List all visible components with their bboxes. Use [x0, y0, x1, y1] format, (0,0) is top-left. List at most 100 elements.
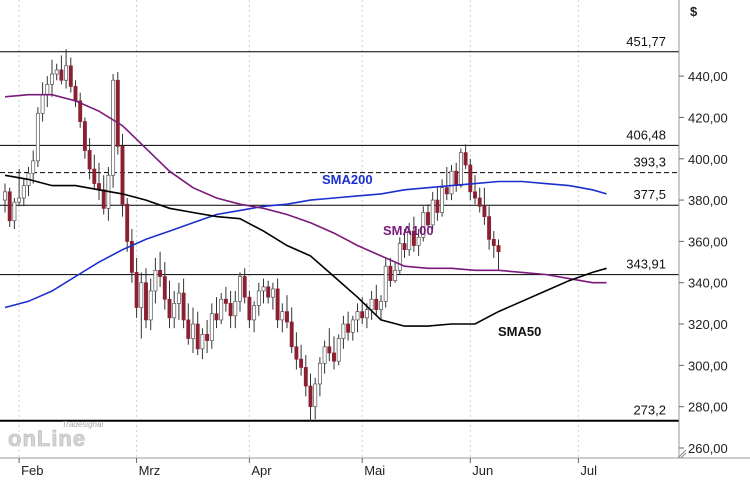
level-lines: 451,77 406,48 393,3 377,5 343,91 273,2	[0, 34, 679, 422]
candle	[50, 59, 54, 97]
candle	[176, 282, 181, 320]
candle	[327, 328, 332, 362]
level-label: 343,91	[626, 257, 666, 272]
candle	[82, 117, 87, 159]
candle	[285, 295, 289, 329]
candle	[73, 80, 78, 108]
candle	[242, 268, 247, 304]
logo-wordmark: onLine	[8, 426, 86, 451]
candle	[491, 231, 496, 258]
candle	[115, 71, 120, 155]
y-tick-label: 300,00	[688, 358, 728, 373]
candle	[191, 307, 195, 353]
candle	[68, 57, 73, 93]
candle	[261, 278, 266, 304]
candle	[266, 280, 271, 304]
sma200-line	[4, 180, 607, 309]
candle	[426, 204, 430, 234]
x-tick-label: Feb	[21, 463, 43, 478]
candle	[355, 303, 360, 333]
candle	[101, 175, 106, 215]
sma200-label: SMA200	[322, 172, 373, 187]
candle	[228, 290, 233, 329]
candle	[64, 49, 69, 89]
candle	[247, 290, 252, 329]
candle	[388, 257, 393, 287]
candle	[322, 340, 327, 374]
y-tick-label: 400,00	[688, 152, 728, 167]
candle	[393, 262, 398, 283]
y-tick-label: 280,00	[688, 400, 728, 415]
candle	[12, 198, 17, 230]
level-label: 273,2	[633, 403, 666, 418]
candle	[421, 206, 426, 242]
candle	[364, 303, 369, 329]
candle	[162, 262, 167, 310]
candle	[144, 268, 148, 329]
candle	[496, 239, 501, 271]
y-tick-label: 380,00	[688, 193, 728, 208]
candle	[313, 377, 318, 420]
candle	[106, 167, 111, 221]
candle	[440, 179, 445, 217]
candle	[111, 74, 116, 188]
moving-averages	[4, 93, 607, 327]
candle	[3, 183, 7, 213]
sma100-line	[4, 93, 607, 284]
candle	[332, 336, 336, 370]
candle	[214, 297, 219, 329]
level-label: 393,3	[633, 155, 666, 170]
level-label: 451,77	[626, 34, 666, 49]
candle	[134, 257, 139, 318]
candle	[172, 290, 177, 329]
candle	[129, 229, 134, 283]
candle	[158, 251, 163, 287]
candle	[383, 257, 388, 308]
candle	[209, 303, 214, 349]
y-tick-label: 340,00	[688, 276, 728, 291]
candle	[195, 311, 200, 356]
x-tick-label: Mai	[364, 463, 385, 478]
candle	[477, 187, 482, 213]
candle	[200, 328, 205, 360]
candle	[402, 229, 407, 258]
candle	[275, 278, 280, 329]
logo-tagline: Tradesignal	[62, 420, 103, 429]
candle	[205, 319, 210, 353]
candle	[120, 133, 125, 217]
level-label: 406,48	[626, 127, 666, 142]
candle	[454, 162, 459, 192]
candle	[87, 138, 92, 180]
candle	[299, 344, 304, 376]
candle	[435, 187, 440, 221]
sma100-label: SMA100	[383, 223, 434, 238]
candle	[341, 315, 346, 349]
candle	[346, 311, 351, 341]
candle	[317, 357, 322, 397]
candle	[487, 206, 492, 250]
axes	[0, 0, 750, 459]
candle	[280, 303, 285, 333]
candle	[54, 63, 59, 81]
y-tick-label: 420,00	[688, 110, 728, 125]
candle	[252, 301, 257, 333]
candle	[238, 272, 242, 312]
candle	[125, 198, 130, 252]
candle	[233, 290, 238, 329]
candle	[40, 82, 45, 122]
x-axis-ticks: Feb Mrz Apr Mai Jun Jul	[18, 458, 597, 478]
candle	[444, 167, 449, 201]
grid-lines	[18, 0, 579, 458]
candle	[473, 175, 477, 205]
candle	[482, 187, 487, 225]
candle	[468, 158, 473, 201]
level-label: 377,5	[633, 187, 666, 202]
candle	[35, 107, 40, 168]
candle	[416, 229, 421, 256]
candle	[181, 278, 186, 329]
candle	[303, 355, 308, 397]
candle	[139, 272, 144, 339]
resize-grip-icon[interactable]	[677, 449, 687, 459]
candle	[336, 334, 341, 366]
